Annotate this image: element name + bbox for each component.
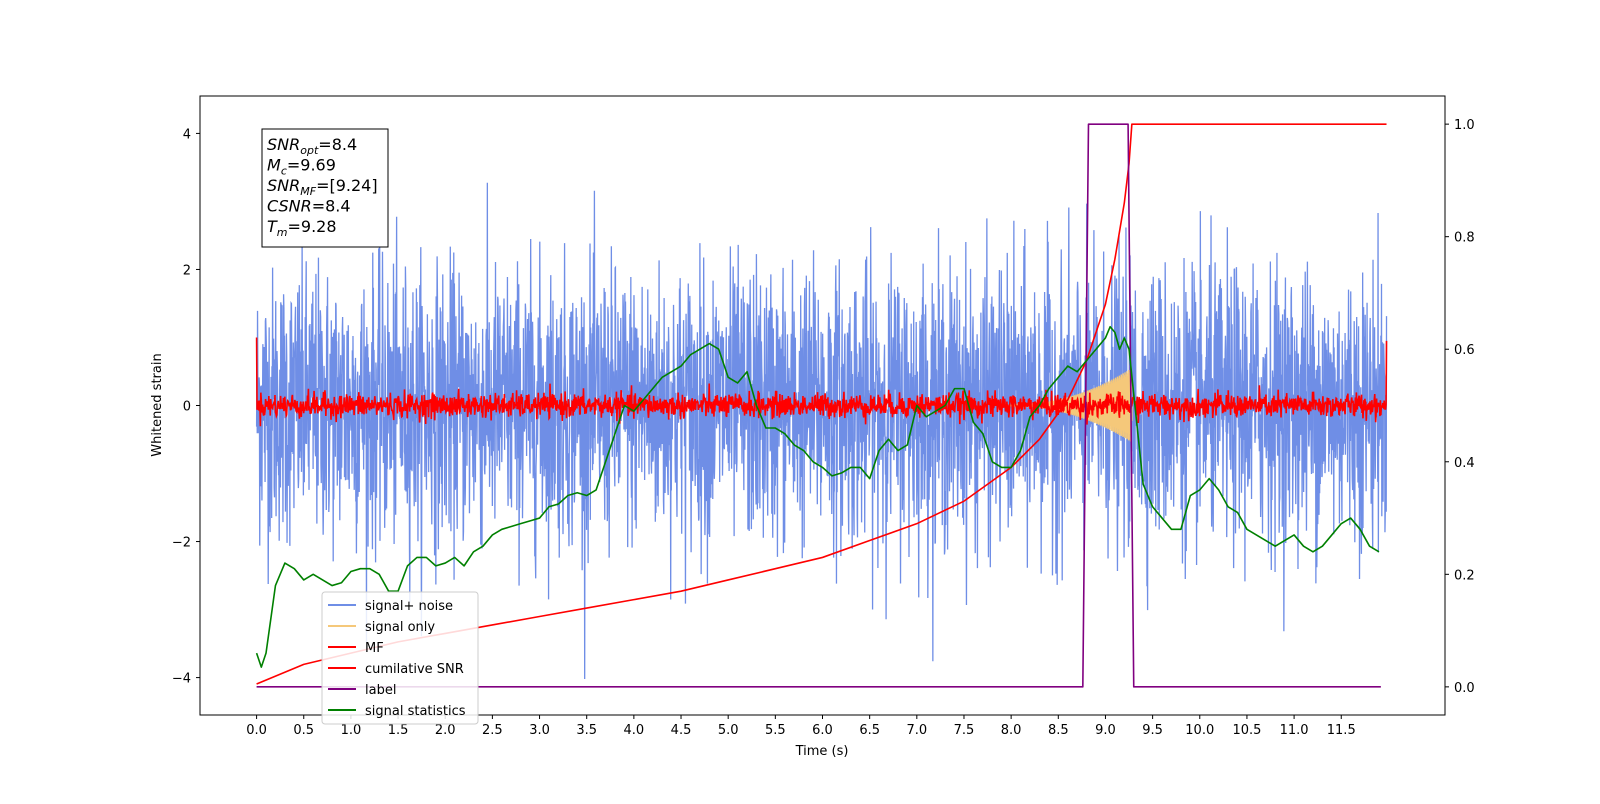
x-tick-label: 3.0 <box>529 723 550 738</box>
legend-label: signal+ noise <box>365 599 453 614</box>
legend-label: signal only <box>365 620 435 635</box>
y-right-tick-label: 1.0 <box>1454 118 1475 133</box>
annotation-frame <box>261 128 389 248</box>
x-tick-label: 1.5 <box>388 723 409 738</box>
legend-label: cumilative SNR <box>365 662 464 677</box>
legend-label: signal statistics <box>365 704 466 719</box>
y-right-tick-label: 0.8 <box>1454 231 1475 246</box>
x-tick-label: 1.0 <box>341 723 362 738</box>
x-tick-label: 2.5 <box>482 723 503 738</box>
x-tick-label: 6.5 <box>859 723 880 738</box>
x-tick-label: 5.5 <box>765 723 786 738</box>
x-tick-label: 0.0 <box>246 723 267 738</box>
x-tick-label: 4.0 <box>624 723 645 738</box>
series-signal-noise <box>255 182 1388 680</box>
x-tick-label: 11.5 <box>1327 723 1356 738</box>
x-tick-label: 10.0 <box>1185 723 1214 738</box>
annotation-line: Tm=9.28 <box>267 217 337 239</box>
annotation-line: CSNR=8.4 <box>267 197 351 216</box>
y-right-tick-label: 0.4 <box>1454 456 1475 471</box>
x-tick-label: 7.0 <box>906 723 927 738</box>
x-tick-label: 0.5 <box>293 723 314 738</box>
y-left-tick-label: −2 <box>172 536 191 551</box>
x-tick-label: 5.0 <box>718 723 739 738</box>
series-mf <box>255 337 1388 427</box>
x-tick-label: 9.5 <box>1142 723 1163 738</box>
legend: signal+ noise signal only MF cumilative SNR… <box>321 591 479 725</box>
y-left-tick-label: 0 <box>183 400 191 415</box>
annotation-line: SNRopt=8.4 <box>267 135 357 157</box>
y-left-tick-label: −4 <box>172 672 191 687</box>
annotation-line: SNRMF=[9.24] <box>267 176 378 198</box>
x-tick-label: 8.0 <box>1001 723 1022 738</box>
y-left-tick-label: 4 <box>183 127 191 142</box>
y-right-tick-label: 0.2 <box>1454 568 1475 583</box>
annotation-line: Mc=9.69 <box>267 156 336 178</box>
x-tick-label: 6.0 <box>812 723 833 738</box>
series-signal-statistics <box>255 325 1380 668</box>
x-tick-label: 9.0 <box>1095 723 1116 738</box>
x-tick-label: 8.5 <box>1048 723 1069 738</box>
y-left-tick-label: 2 <box>183 263 191 278</box>
annotation-box: SNRopt=8.4Mc=9.69SNRMF=[9.24]CSNR=8.4Tm=… <box>261 128 389 248</box>
x-tick-label: 4.5 <box>671 723 692 738</box>
y-axis-label: Whitened strain <box>150 353 165 456</box>
x-tick-label: 7.5 <box>954 723 975 738</box>
x-tick-label: 11.0 <box>1280 723 1309 738</box>
legend-frame <box>321 591 479 725</box>
x-tick-label: 3.5 <box>576 723 597 738</box>
x-tick-label: 2.0 <box>435 723 456 738</box>
legend-label: MF <box>365 641 384 656</box>
axes-layer: 0.0 0.5 1.0 1.5 2.0 2.5 3.0 3.5 4.0 4.5 5.0 5.5 6.0 6… <box>172 118 1475 738</box>
y-right-tick-label: 0.6 <box>1454 343 1475 358</box>
legend-label: label <box>365 683 396 698</box>
series-label <box>256 123 1381 688</box>
y-right-tick-label: 0.0 <box>1454 681 1475 696</box>
x-tick-label: 10.5 <box>1232 723 1261 738</box>
x-axis-label: Time (s) <box>795 744 849 759</box>
